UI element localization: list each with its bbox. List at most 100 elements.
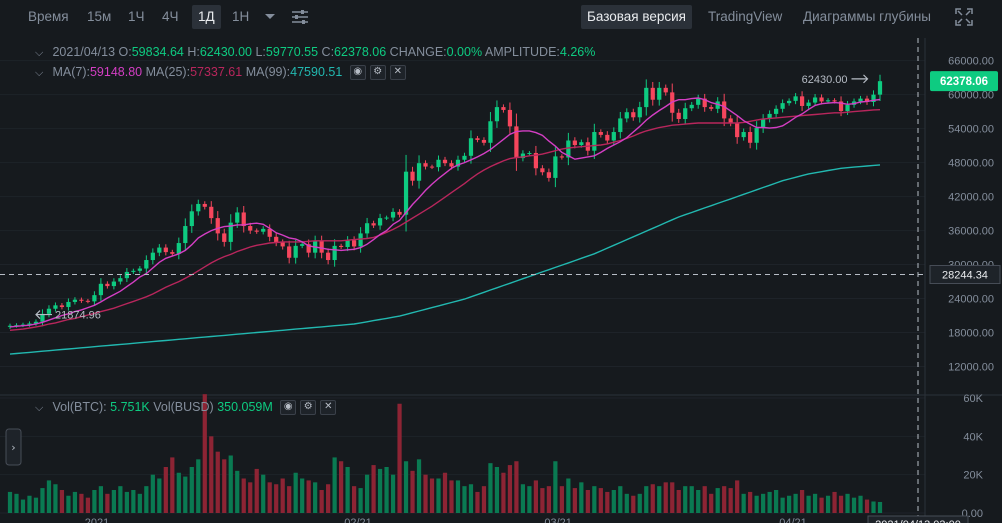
more-intervals-chevron-icon[interactable] <box>264 12 276 22</box>
close-label: C: <box>321 45 335 59</box>
volume-bar <box>507 465 513 513</box>
collapse-chevron-icon[interactable]: ⌵ <box>35 47 44 59</box>
candle-body <box>157 247 162 253</box>
volume-bar <box>501 472 506 513</box>
last-price-label: 62378.06 <box>940 76 988 88</box>
candle-body <box>494 107 500 122</box>
volume-bar <box>416 459 422 513</box>
volume-bar <box>429 478 435 513</box>
candle-body <box>709 107 714 109</box>
vol-btc-value: 5.751K <box>110 400 150 414</box>
ma7-line <box>9 97 881 328</box>
candle-body <box>287 246 292 258</box>
volume-bar <box>741 493 746 513</box>
volume-bar <box>819 497 824 513</box>
volume-bar <box>579 482 584 513</box>
candle-body <box>46 308 52 314</box>
chart-overlay: 28244.34 62378.06 2021/04/13 03:00 62430.00… <box>0 38 1001 523</box>
volume-bar <box>585 490 590 513</box>
price-tick-label: 66000.00 <box>948 56 994 68</box>
candle-body <box>358 233 363 247</box>
candle-body <box>572 140 577 146</box>
candle-body <box>812 97 818 103</box>
volume-bar <box>611 490 616 513</box>
candle-body <box>59 305 65 308</box>
settings-gear-icon[interactable]: ⚙ <box>300 400 317 416</box>
volume-bar <box>676 490 681 513</box>
volume-bar <box>670 482 675 513</box>
candle-body <box>403 171 409 215</box>
volume-bar <box>274 484 279 513</box>
volume-bar <box>644 486 649 513</box>
volume-bar <box>722 486 727 513</box>
ohlc-legend: ⌵ 2021/04/13 O:59834.64 H:62430.00 L:597… <box>35 44 595 60</box>
volume-bar <box>871 501 876 513</box>
collapse-chevron-icon[interactable]: ⌵ <box>35 402 44 414</box>
volume-bar <box>637 493 642 513</box>
interval-15m[interactable]: 15м <box>87 9 112 24</box>
volume-bar <box>222 459 227 513</box>
price-tick-label: 60000.00 <box>948 90 994 102</box>
candle-body <box>131 270 136 272</box>
candle-body <box>176 243 181 254</box>
crosshair-date-label: 2021/04/13 03:00 <box>875 519 961 523</box>
visibility-eye-icon[interactable]: ◉ <box>280 400 297 416</box>
open-label: O: <box>118 45 132 59</box>
close-icon[interactable]: ✕ <box>320 400 337 416</box>
vol-btc-label: Vol(BTC): <box>52 400 107 414</box>
candle-body <box>877 81 883 95</box>
volume-bar <box>137 493 142 513</box>
volume-bar <box>339 461 344 513</box>
candle-body <box>696 98 701 105</box>
candle-body <box>754 128 759 143</box>
candle-body <box>261 228 266 232</box>
volume-bar <box>780 497 785 513</box>
volume-bar <box>689 486 694 513</box>
amplitude-value: 4.26% <box>559 45 596 59</box>
candle-body <box>728 118 733 123</box>
candle-body <box>838 101 844 112</box>
volume-bar <box>46 480 52 513</box>
date-tick-label: 04/21 <box>779 517 807 523</box>
volume-bar <box>397 403 402 513</box>
volume-bar <box>351 486 357 513</box>
collapse-chevron-icon[interactable]: ⌵ <box>35 67 44 79</box>
settings-gear-icon[interactable]: ⚙ <box>369 65 386 81</box>
interval-1h[interactable]: 1Ч <box>128 9 145 24</box>
low-value: 59770.55 <box>265 45 319 59</box>
fullscreen-icon[interactable] <box>955 8 973 26</box>
time-interval-label[interactable]: Время <box>28 9 69 24</box>
indicator-settings-icon[interactable] <box>291 9 309 25</box>
candle-body <box>533 152 539 169</box>
interval-4h[interactable]: 4Ч <box>162 9 179 24</box>
ma99-value: 47590.51 <box>290 65 343 79</box>
view-basic[interactable]: Базовая версия <box>581 5 692 29</box>
ma99-label: MA(99): <box>245 65 291 79</box>
price-tick-label: 12000.00 <box>948 362 994 374</box>
visibility-eye-icon[interactable]: ◉ <box>349 65 366 81</box>
volume-bar <box>462 486 467 513</box>
ma99-line <box>9 164 881 355</box>
volume-bar <box>215 451 220 513</box>
candle-body <box>163 247 168 253</box>
volume-bar <box>799 490 805 513</box>
candle-body <box>605 134 610 141</box>
candle-body <box>98 283 104 296</box>
volume-bar <box>825 495 831 513</box>
candle-body <box>462 155 467 160</box>
candle-body <box>657 87 662 100</box>
volume-bar <box>715 488 720 513</box>
interval-1d[interactable]: 1Д <box>192 5 221 29</box>
close-icon[interactable]: ✕ <box>389 65 406 81</box>
view-tradingview[interactable]: TradingView <box>708 9 783 24</box>
volume-bar <box>124 491 129 513</box>
pane-handle <box>5 428 22 466</box>
interval-1w[interactable]: 1Н <box>232 9 250 24</box>
view-depth-chart[interactable]: Диаграммы глубины <box>803 9 931 24</box>
volume-bar <box>520 484 526 513</box>
ma7-value: 59148.80 <box>89 65 143 79</box>
candle-body <box>124 271 129 279</box>
volume-bar <box>468 484 474 513</box>
candle-body <box>650 87 655 100</box>
